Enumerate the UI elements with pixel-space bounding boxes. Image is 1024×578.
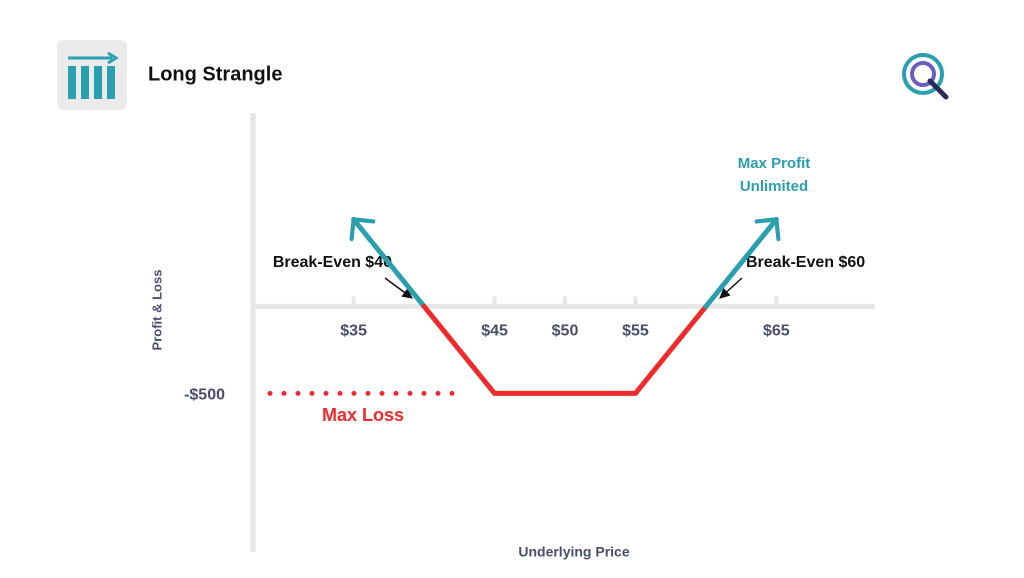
break-even-label: Break-Even $40 <box>273 254 392 271</box>
break-even-label: Break-Even $60 <box>746 254 865 271</box>
max-profit-note: Unlimited <box>740 178 808 195</box>
payoff-line <box>703 216 781 309</box>
max-loss-label: Max Loss <box>322 405 404 425</box>
x-tick-label: $35 <box>340 323 367 340</box>
y-tick-label: -$500 <box>184 387 225 404</box>
x-tick-label: $65 <box>763 323 790 340</box>
chart-title: Long Strangle <box>148 63 282 85</box>
x-tick-label: $55 <box>622 323 649 340</box>
x-tick-label: $50 <box>552 323 579 340</box>
strategy-icon <box>57 40 127 110</box>
x-tick-label: $45 <box>481 323 508 340</box>
annotation-arrow <box>384 277 413 299</box>
y-axis-label: Profit & Loss <box>149 270 164 351</box>
payoff-line <box>421 303 709 396</box>
brand-logo <box>902 53 949 100</box>
x-axis-label: Underlying Price <box>518 544 629 560</box>
max-profit-label: Max Profit <box>738 155 811 172</box>
annotation-arrow <box>719 277 743 299</box>
payoff-line <box>349 216 427 309</box>
